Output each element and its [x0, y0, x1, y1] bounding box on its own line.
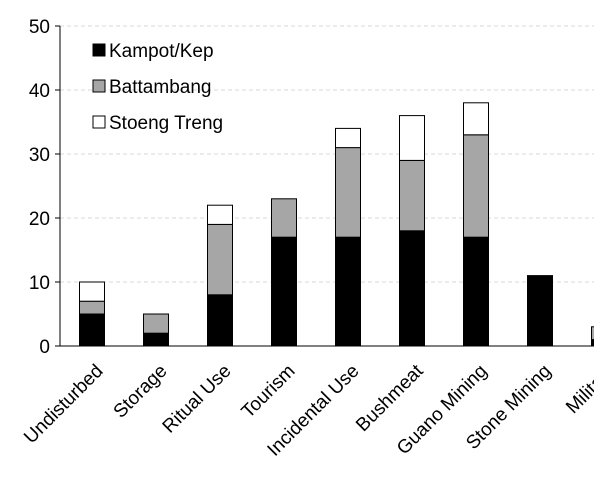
legend: Kampot/Kep Battambang Stoeng Treng — [93, 41, 223, 134]
bar-segment-kampot-kep — [80, 314, 105, 346]
bar-segment-battambang — [464, 135, 489, 237]
bar-segment-stoeng-treng — [80, 282, 105, 301]
bar-segment-kampot-kep — [336, 237, 361, 346]
bars — [80, 103, 594, 346]
y-tick-label: 10 — [29, 273, 50, 294]
x-tick-label: Ritual Use — [159, 361, 236, 438]
x-tick-label: Undisturbed — [20, 361, 107, 448]
bar-segment-battambang — [272, 199, 297, 237]
y-axis-tick-labels: 0 10 20 30 40 50 — [29, 17, 50, 358]
x-tick-label: Military — [562, 360, 594, 418]
legend-label: Battambang — [109, 77, 211, 98]
x-tick-label: Tourism — [238, 361, 300, 423]
bar-segment-stoeng-treng — [400, 116, 425, 161]
y-tick-label: 0 — [39, 337, 50, 358]
x-tick-label: Storage — [110, 361, 172, 423]
bar-segment-battambang — [400, 160, 425, 230]
bar-segment-kampot-kep — [400, 231, 425, 346]
y-tick-label: 20 — [29, 209, 50, 230]
bar-segment-stoeng-treng — [336, 128, 361, 147]
legend-swatch — [93, 116, 105, 128]
bar-segment-kampot-kep — [272, 237, 297, 346]
gridlines — [60, 26, 594, 282]
bar-segment-kampot-kep — [144, 333, 169, 346]
y-tick-label: 30 — [29, 145, 50, 166]
legend-label: Stoeng Treng — [109, 113, 223, 134]
bar-segment-battambang — [144, 314, 169, 333]
bar-segment-battambang — [80, 301, 105, 314]
bar-segment-kampot-kep — [528, 276, 553, 346]
legend-swatch — [93, 80, 105, 92]
bar-segment-battambang — [208, 224, 233, 294]
bar-segment-stoeng-treng — [464, 103, 489, 135]
bar-segment-battambang — [336, 148, 361, 238]
legend-swatch — [93, 44, 105, 56]
bar-segment-kampot-kep — [208, 295, 233, 346]
y-tick-label: 40 — [29, 81, 50, 102]
y-tick-label: 50 — [29, 17, 50, 38]
bar-segment-stoeng-treng — [208, 205, 233, 224]
bar-segment-kampot-kep — [464, 237, 489, 346]
legend-label: Kampot/Kep — [109, 41, 214, 62]
